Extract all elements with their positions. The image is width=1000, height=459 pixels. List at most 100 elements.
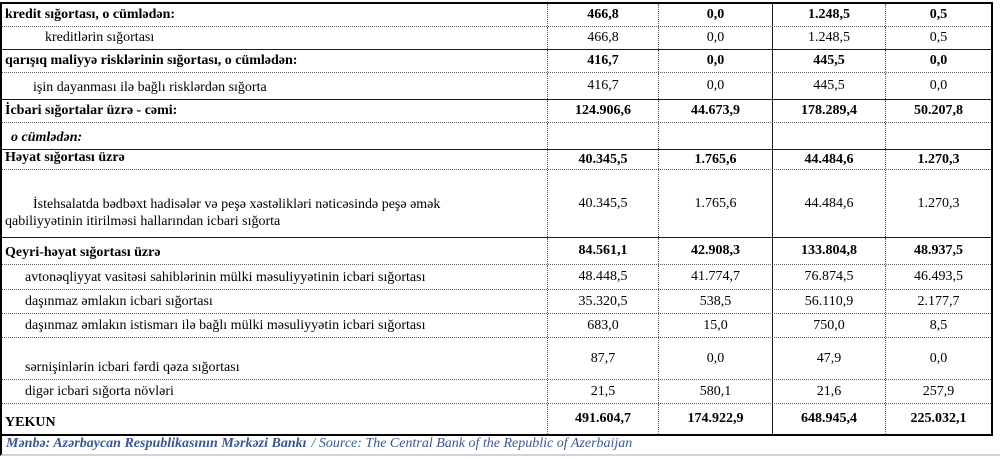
table-row: sərnişinlərin icbari fərdi qəza sığortas… (2, 337, 991, 379)
value-cell-col2: 1.765,6 (658, 150, 772, 169)
value-cell-col4: 50.207,8 (885, 100, 991, 122)
value-cell-col2 (658, 123, 772, 149)
row-label-text: İcbari sığortalar üzrə - cəmi: (5, 102, 178, 118)
row-label: avtonəqliyyat vasitəsi sahiblərinin mülk… (2, 265, 547, 289)
value-cell-col4: 0,5 (885, 4, 991, 26)
row-label-text: kredit sığortası, o cümlədən: (5, 6, 176, 22)
value-cell-col2: 1.765,6 (658, 170, 772, 237)
value-cell-col3: 21,6 (772, 380, 885, 403)
value-cell-col1: 416,7 (547, 50, 658, 72)
row-label-text: YEKUN (5, 414, 56, 430)
value-cell-col4: 0,0 (885, 338, 991, 379)
value-cell-col2: 0,0 (658, 4, 772, 26)
value-cell-col1: 683,0 (547, 314, 658, 337)
value-cell-col4: 8,5 (885, 314, 991, 337)
table-row: YEKUN 491.604,7 174.922,9 648.945,4 225.… (2, 403, 991, 434)
value-cell-col3: 76.874,5 (772, 265, 885, 289)
row-label-text: Həyat sığortası üzrə (5, 150, 125, 165)
row-label: daşınmaz əmlakın icbari sığortası (2, 290, 547, 313)
value-cell-col2: 41.774,7 (658, 265, 772, 289)
table-row: qarışıq maliyyə risklərinin sığortası, o… (2, 49, 991, 72)
value-cell-col1: 21,5 (547, 380, 658, 403)
value-cell-col3: 648.945,4 (772, 404, 885, 434)
value-cell-col3: 44.484,6 (772, 150, 885, 169)
value-cell-col2: 0,0 (658, 338, 772, 379)
value-cell-col2: 580,1 (658, 380, 772, 403)
table-row: Həyat sığortası üzrə 40.345,5 1.765,6 44… (2, 149, 991, 169)
table-row: İstehsalatda bədbəxt hadisələr və peşə x… (2, 169, 991, 237)
row-label: Qeyri-həyat sığortası üzrə (2, 238, 547, 264)
value-cell-col3: 44.484,6 (772, 170, 885, 237)
table-row: digər icbari sığorta növləri 21,5 580,1 … (2, 379, 991, 403)
row-label-text: işin dayanması ilə bağlı risklərdən sığo… (33, 79, 267, 95)
row-label: kredit sığortası, o cümlədən: (2, 4, 547, 26)
row-label: digər icbari sığorta növləri (2, 380, 547, 403)
value-cell-col3: 1.248,5 (772, 4, 885, 26)
value-cell-col3: 47,9 (772, 338, 885, 379)
table-row: daşınmaz əmlakın istismarı ilə bağlı mül… (2, 313, 991, 337)
row-label-text: o cümlədən: (11, 129, 83, 145)
value-cell-col1: 40.345,5 (547, 170, 658, 237)
value-cell-col2: 0,0 (658, 73, 772, 99)
value-cell-col4: 48.937,5 (885, 238, 991, 264)
value-cell-col2: 15,0 (658, 314, 772, 337)
row-label: İcbari sığortalar üzrə - cəmi: (2, 100, 547, 122)
row-label: qarışıq maliyyə risklərinin sığortası, o… (2, 50, 547, 72)
value-cell-col2: 538,5 (658, 290, 772, 313)
value-cell-col4: 257,9 (885, 380, 991, 403)
value-cell-col4: 225.032,1 (885, 404, 991, 434)
value-cell-col3: 750,0 (772, 314, 885, 337)
row-label-text: Qeyri-həyat sığortası üzrə (5, 244, 161, 260)
value-cell-col2: 44.673,9 (658, 100, 772, 122)
value-cell-col1: 491.604,7 (547, 404, 658, 434)
row-label-text: kreditlərin sığortası (45, 29, 155, 45)
source-text-english: / Source: The Central Bank of the Republ… (311, 436, 633, 451)
row-label: daşınmaz əmlakın istismarı ilə bağlı mül… (2, 314, 547, 337)
table-row: kreditlərin sığortası 466,8 0,0 1.248,5 … (2, 26, 991, 49)
value-cell-col4: 0,0 (885, 50, 991, 72)
table-row: İcbari sığortalar üzrə - cəmi: 124.906,6… (2, 99, 991, 122)
value-cell-col3: 178.289,4 (772, 100, 885, 122)
value-cell-col1 (547, 123, 658, 149)
source-line: Mənbə: Azərbaycan Respublikasının Mərkəz… (0, 434, 1000, 456)
value-cell-col4: 0,5 (885, 27, 991, 49)
value-cell-col4: 0,0 (885, 73, 991, 99)
row-label-text: avtonəqliyyat vasitəsi sahiblərinin mülk… (25, 269, 426, 285)
value-cell-col1: 466,8 (547, 4, 658, 26)
value-cell-col2: 42.908,3 (658, 238, 772, 264)
table-row: daşınmaz əmlakın icbari sığortası 35.320… (2, 289, 991, 313)
value-cell-col3 (772, 123, 885, 149)
row-label: o cümlədən: (2, 123, 547, 149)
row-label: Həyat sığortası üzrə (2, 150, 547, 169)
value-cell-col1: 40.345,5 (547, 150, 658, 169)
row-label-text: daşınmaz əmlakın istismarı ilə bağlı mül… (25, 317, 426, 333)
value-cell-col4: 1.270,3 (885, 150, 991, 169)
table-row: işin dayanması ilə bağlı risklərdən sığo… (2, 72, 991, 99)
value-cell-col1: 84.561,1 (547, 238, 658, 264)
row-label-text: qarışıq maliyyə risklərinin sığortası, o… (5, 52, 298, 68)
value-cell-col4: 46.493,5 (885, 265, 991, 289)
value-cell-col3: 1.248,5 (772, 27, 885, 49)
value-cell-col1: 48.448,5 (547, 265, 658, 289)
row-label: İstehsalatda bədbəxt hadisələr və peşə x… (2, 170, 547, 237)
value-cell-col3: 56.110,9 (772, 290, 885, 313)
value-cell-col3: 445,5 (772, 73, 885, 99)
row-label: işin dayanması ilə bağlı risklərdən sığo… (2, 73, 547, 99)
value-cell-col1: 416,7 (547, 73, 658, 99)
source-text-azerbaijani: Mənbə: Azərbaycan Respublikasının Mərkəz… (6, 436, 307, 451)
row-label-text: daşınmaz əmlakın icbari sığortası (25, 293, 213, 309)
row-label-text: digər icbari sığorta növləri (25, 383, 174, 399)
value-cell-col1: 87,7 (547, 338, 658, 379)
value-cell-col2: 0,0 (658, 50, 772, 72)
value-cell-col4 (885, 123, 991, 149)
row-label: kreditlərin sığortası (2, 27, 547, 49)
row-label-text: sərnişinlərin icbari fərdi qəza sığortas… (25, 359, 240, 375)
table-row: avtonəqliyyat vasitəsi sahiblərinin mülk… (2, 264, 991, 289)
value-cell-col1: 124.906,6 (547, 100, 658, 122)
value-cell-col2: 0,0 (658, 27, 772, 49)
value-cell-col4: 2.177,7 (885, 290, 991, 313)
row-label-text: İstehsalatda bədbəxt hadisələr və peşə x… (5, 197, 441, 230)
value-cell-col4: 1.270,3 (885, 170, 991, 237)
table-row: kredit sığortası, o cümlədən: 466,8 0,0 … (2, 4, 991, 26)
